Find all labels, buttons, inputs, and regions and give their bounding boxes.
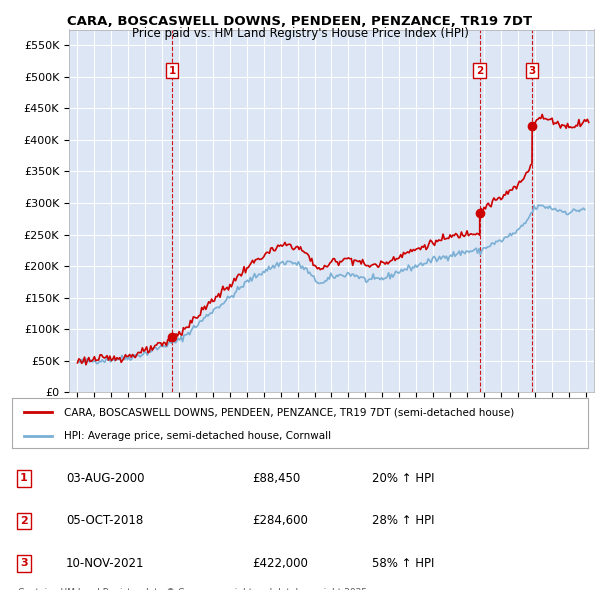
Text: 58% ↑ HPI: 58% ↑ HPI bbox=[372, 557, 434, 570]
Text: 05-OCT-2018: 05-OCT-2018 bbox=[66, 514, 143, 527]
Text: 2: 2 bbox=[476, 65, 484, 76]
Text: 3: 3 bbox=[20, 559, 28, 568]
Text: 10-NOV-2021: 10-NOV-2021 bbox=[66, 557, 145, 570]
Text: CARA, BOSCASWELL DOWNS, PENDEEN, PENZANCE, TR19 7DT (semi-detached house): CARA, BOSCASWELL DOWNS, PENDEEN, PENZANC… bbox=[64, 407, 514, 417]
Text: £284,600: £284,600 bbox=[252, 514, 308, 527]
Text: 1: 1 bbox=[20, 474, 28, 483]
Text: 1: 1 bbox=[169, 65, 176, 76]
Text: HPI: Average price, semi-detached house, Cornwall: HPI: Average price, semi-detached house,… bbox=[64, 431, 331, 441]
Text: CARA, BOSCASWELL DOWNS, PENDEEN, PENZANCE, TR19 7DT: CARA, BOSCASWELL DOWNS, PENDEEN, PENZANC… bbox=[67, 15, 533, 28]
Text: Price paid vs. HM Land Registry's House Price Index (HPI): Price paid vs. HM Land Registry's House … bbox=[131, 27, 469, 40]
Text: 03-AUG-2000: 03-AUG-2000 bbox=[66, 472, 145, 485]
Text: Contains HM Land Registry data © Crown copyright and database right 2025.
This d: Contains HM Land Registry data © Crown c… bbox=[18, 588, 370, 590]
Text: 20% ↑ HPI: 20% ↑ HPI bbox=[372, 472, 434, 485]
Text: £422,000: £422,000 bbox=[252, 557, 308, 570]
Text: 28% ↑ HPI: 28% ↑ HPI bbox=[372, 514, 434, 527]
Text: 2: 2 bbox=[20, 516, 28, 526]
Text: 3: 3 bbox=[529, 65, 536, 76]
Text: £88,450: £88,450 bbox=[252, 472, 300, 485]
